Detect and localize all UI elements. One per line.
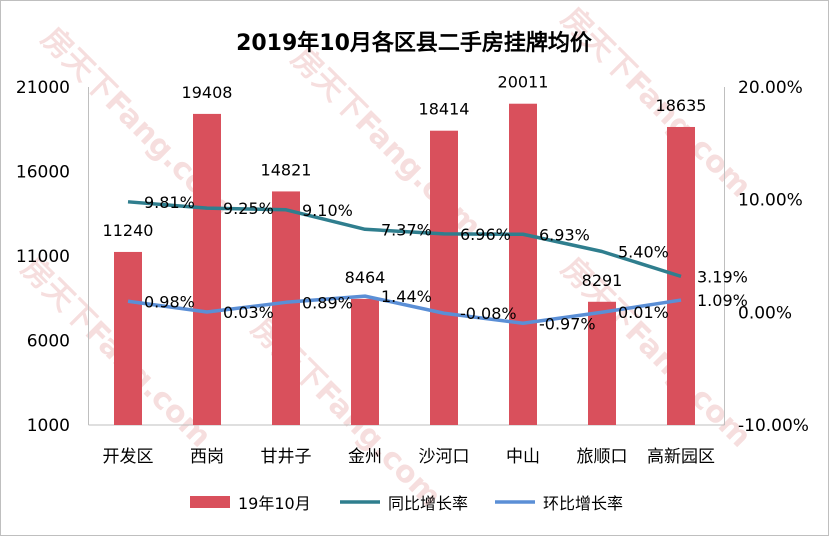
bar-data-label: 11240 <box>103 221 154 240</box>
yoy-data-label: 9.10% <box>302 201 353 220</box>
bar-data-label: 18414 <box>419 100 470 119</box>
right-tick-label: -10.00% <box>738 416 809 436</box>
mom-data-label: -0.97% <box>539 314 596 333</box>
yoy-data-label: 3.19% <box>697 267 748 286</box>
bar <box>114 251 142 425</box>
left-tick-label: 21000 <box>16 78 70 98</box>
category-label: 西岗 <box>190 447 224 467</box>
right-tick-label: 0.00% <box>738 303 792 323</box>
right-tick-label: 20.00% <box>738 78 803 98</box>
mom-line <box>127 294 682 326</box>
bar <box>351 298 379 425</box>
left-tick-label: 1000 <box>27 416 70 436</box>
left-tick-label: 11000 <box>16 247 70 267</box>
mom-data-label: 0.98% <box>144 292 195 311</box>
yoy-data-label: 9.25% <box>223 199 274 218</box>
yoy-data-label: 7.37% <box>381 220 432 239</box>
yoy-data-label: 5.40% <box>618 242 669 261</box>
left-tick-label: 6000 <box>27 332 70 352</box>
yoy-data-label: 9.81% <box>144 193 195 212</box>
bar <box>430 130 458 425</box>
mom-data-label: 0.89% <box>302 293 353 312</box>
bar <box>509 103 537 425</box>
mom-data-label: 1.09% <box>697 291 748 310</box>
category-label: 甘井子 <box>261 447 312 467</box>
category-label: 高新园区 <box>647 447 715 467</box>
category-label: 开发区 <box>103 447 154 467</box>
mom-data-label: 1.44% <box>381 287 432 306</box>
bar-data-label: 14821 <box>261 160 312 179</box>
chart-title: 2019年10月各区县二手房挂牌均价 <box>236 30 593 56</box>
yoy-data-label: 6.93% <box>539 225 590 244</box>
legend-label: 19年10月 <box>238 494 311 513</box>
mom-data-label: 0.03% <box>223 303 274 322</box>
mom-data-label: -0.08% <box>460 304 517 323</box>
mom-data-label: 0.01% <box>618 303 669 322</box>
legend-label: 环比增长率 <box>543 494 623 513</box>
right-tick-label: 10.00% <box>738 191 803 211</box>
bar-data-label: 18635 <box>656 96 707 115</box>
yoy-line <box>127 200 682 279</box>
legend-bar-swatch <box>190 496 230 508</box>
bar-data-label: 8464 <box>345 268 386 287</box>
bar <box>588 301 616 425</box>
category-label: 中山 <box>506 447 540 467</box>
left-tick-label: 16000 <box>16 163 70 183</box>
bar <box>193 113 221 426</box>
bar-data-label: 8291 <box>582 271 623 290</box>
bar-data-label: 19408 <box>182 83 233 102</box>
category-label: 沙河口 <box>419 447 470 467</box>
legend-label: 同比增长率 <box>388 494 468 513</box>
yoy-data-label: 6.96% <box>460 225 511 244</box>
category-label: 金州 <box>348 447 382 467</box>
category-label: 旅顺口 <box>577 447 628 467</box>
bar-data-label: 20011 <box>498 73 549 92</box>
bar <box>272 191 300 425</box>
